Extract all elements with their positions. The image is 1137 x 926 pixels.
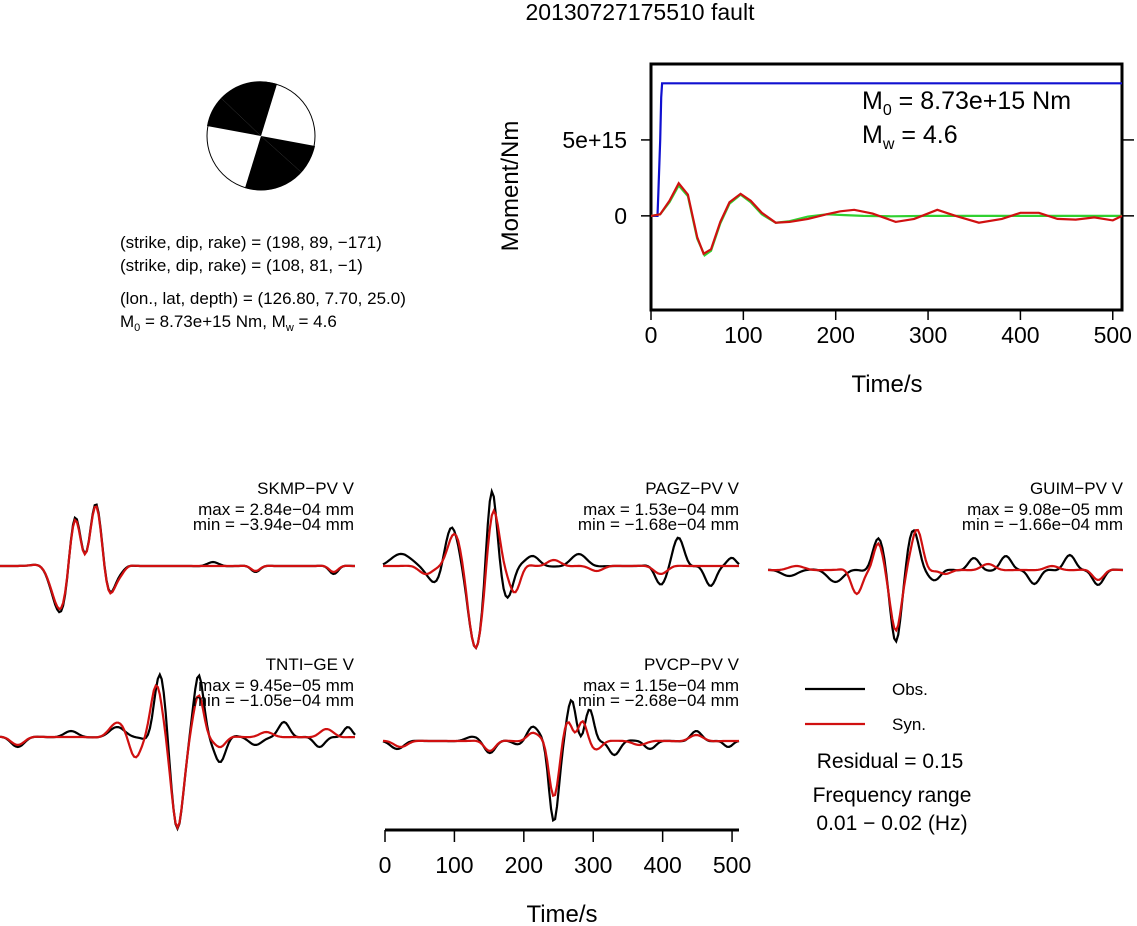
beachball-quadrant-lower-right bbox=[245, 136, 301, 191]
station-max: max = 1.53e−04 mm bbox=[583, 500, 739, 519]
frequency-range-value: 0.01 − 0.02 (Hz) bbox=[816, 812, 967, 835]
moment-series-1 bbox=[651, 82, 1122, 217]
waveform-time-axis: 0 100 200 300 400 500 Time/s bbox=[379, 828, 751, 926]
beachball-quadrant-upper-left bbox=[221, 81, 277, 136]
waveform-x-axis-label: Time/s bbox=[526, 901, 597, 926]
waveform-x-ticks: 0 100 200 300 400 500 bbox=[379, 830, 751, 878]
moment-x-tick-label: 0 bbox=[645, 322, 658, 348]
station-min: min = −2.68e−04 mm bbox=[578, 691, 739, 710]
beachball-wedge-right bbox=[261, 136, 315, 172]
info-mw-value: = 4.6 bbox=[294, 312, 337, 331]
moment-y-axis-label: Moment/Nm bbox=[497, 121, 524, 252]
station-min: min = −3.94e−04 mm bbox=[193, 515, 354, 534]
info-mw-subscript: w bbox=[285, 322, 294, 334]
moment-mw-symbol: M bbox=[862, 121, 883, 149]
station-max: max = 1.15e−04 mm bbox=[583, 676, 739, 695]
moment-series-group bbox=[650, 82, 1123, 257]
moment-m0-annotation: M0 = 8.73e+15 Nm bbox=[862, 87, 1071, 119]
station-max: max = 2.84e−04 mm bbox=[198, 500, 354, 519]
moment-mw-annotation: Mw = 4.6 bbox=[862, 121, 958, 153]
moment-y-ticks: 0 5e+15 bbox=[562, 127, 1134, 229]
moment-x-tick-label: 200 bbox=[817, 322, 855, 348]
moment-x-tick-label: 100 bbox=[724, 322, 762, 348]
info-line-moment: M0 = 8.73e+15 Nm, Mw = 4.6 bbox=[120, 312, 337, 334]
station-min: min = −1.05e−04 mm bbox=[193, 691, 354, 710]
waveform-x-tick-label: 0 bbox=[379, 852, 392, 878]
figure-title: 20130727175510 fault bbox=[526, 0, 756, 25]
moment-m0-value: = 8.73e+15 Nm bbox=[892, 87, 1071, 115]
beachball-wedge-left bbox=[207, 98, 261, 136]
waveform-x-tick-label: 200 bbox=[505, 852, 543, 878]
waveform-x-tick-label: 500 bbox=[713, 852, 751, 878]
moment-x-tick-label: 500 bbox=[1094, 322, 1132, 348]
info-m0-value: = 8.73e+15 Nm, M bbox=[140, 312, 286, 331]
station-max: max = 9.08e−05 mm bbox=[967, 500, 1123, 519]
trace-synthetic bbox=[0, 683, 356, 831]
trace-synthetic bbox=[0, 505, 355, 611]
station-name: TNTI−GE V bbox=[266, 655, 355, 674]
station-min: min = −1.68e−04 mm bbox=[578, 515, 739, 534]
moment-mw-subscript: w bbox=[882, 136, 895, 153]
station-name: GUIM−PV V bbox=[1030, 479, 1124, 498]
moment-y-tick-label: 0 bbox=[614, 203, 627, 229]
moment-series-3 bbox=[650, 181, 1123, 256]
info-line-location: (lon., lat, depth) = (126.80, 7.70, 25.0… bbox=[120, 289, 406, 308]
info-line-nodal-plane-1: (strike, dip, rake) = (198, 89, −171) bbox=[120, 233, 382, 252]
station-min: min = −1.66e−04 mm bbox=[962, 515, 1123, 534]
frequency-range-label: Frequency range bbox=[813, 784, 972, 807]
waveform-legend: Obs. Syn. bbox=[805, 680, 928, 734]
moment-x-axis-label: Time/s bbox=[851, 371, 922, 398]
station-max: max = 9.45e−05 mm bbox=[198, 676, 354, 695]
waveform-x-tick-label: 100 bbox=[435, 852, 473, 878]
moment-y-tick-label: 5e+15 bbox=[562, 127, 627, 153]
beachball bbox=[206, 81, 316, 191]
station-name: PAGZ−PV V bbox=[645, 479, 739, 498]
moment-plot-frame bbox=[649, 62, 1124, 312]
moment-mw-value: = 4.6 bbox=[894, 121, 957, 149]
waveform-x-tick-label: 300 bbox=[574, 852, 612, 878]
legend-syn-label: Syn. bbox=[892, 715, 926, 734]
moment-m0-symbol: M bbox=[862, 87, 883, 115]
moment-x-tick-label: 400 bbox=[1001, 322, 1039, 348]
station-name: SKMP−PV V bbox=[257, 479, 355, 498]
residual-text: Residual = 0.15 bbox=[817, 750, 964, 773]
moment-x-tick-label: 300 bbox=[909, 322, 947, 348]
info-line-nodal-plane-2: (strike, dip, rake) = (108, 81, −1) bbox=[120, 256, 363, 275]
moment-plot: 0 100 200 300 400 500 0 5e+15 Time/s Moment/Nm… bbox=[497, 62, 1134, 398]
station-name: PVCP−PV V bbox=[644, 655, 740, 674]
trace-synthetic bbox=[767, 528, 1123, 633]
info-m0-symbol: M bbox=[120, 312, 134, 331]
trace-observed bbox=[768, 528, 1124, 644]
moment-m0-subscript: 0 bbox=[883, 102, 892, 119]
moment-x-ticks: 0 100 200 300 400 500 bbox=[645, 310, 1132, 348]
info-m0-subscript: 0 bbox=[134, 322, 140, 334]
legend-obs-label: Obs. bbox=[892, 680, 928, 699]
trace-synthetic bbox=[383, 508, 739, 650]
waveform-x-tick-label: 400 bbox=[643, 852, 681, 878]
trace-synthetic bbox=[382, 719, 739, 798]
